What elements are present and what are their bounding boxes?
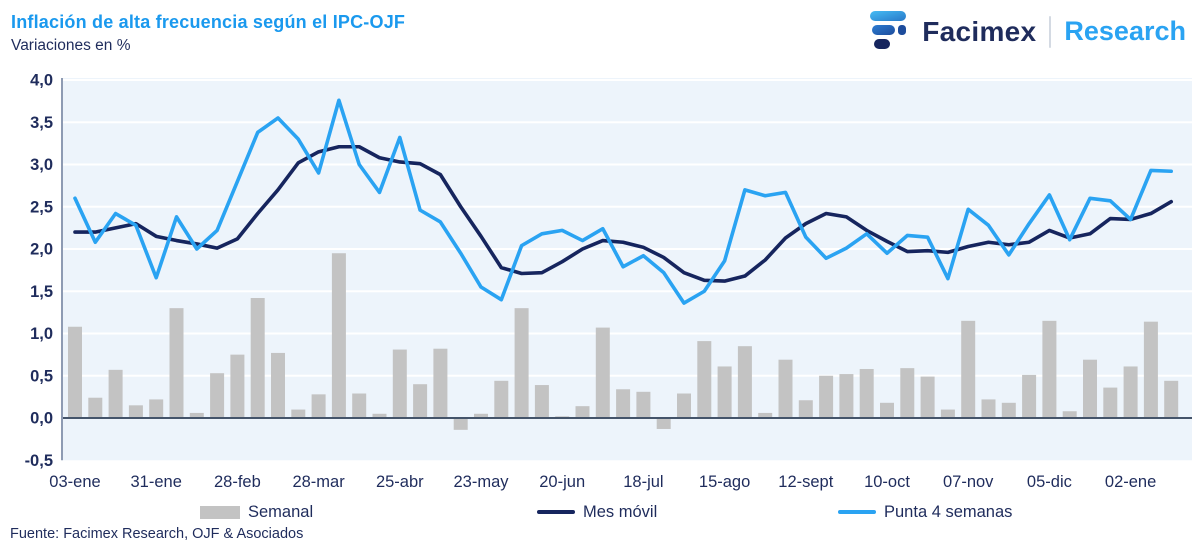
x-tick-label: 18-jul bbox=[623, 473, 663, 491]
bar-semanal bbox=[900, 368, 915, 418]
bar-semanal bbox=[961, 320, 976, 418]
bar-semanal bbox=[880, 402, 894, 418]
bar-semanal bbox=[920, 376, 935, 418]
bar-semanal bbox=[1042, 320, 1057, 418]
bar-semanal bbox=[372, 413, 387, 418]
x-tick-label: 28-mar bbox=[292, 473, 345, 491]
legend-swatch-bar bbox=[200, 505, 240, 519]
x-tick-label: 05-dic bbox=[1027, 473, 1072, 491]
logo-brand-text: Facimex bbox=[922, 15, 1037, 47]
bar-semanal bbox=[616, 389, 631, 418]
inflation-chart: 4,0 3,5 3,0 2,5 2,0 1,5 1,0 0,5 0,0 -0,5 03-ene 31-… bbox=[25, 72, 1192, 491]
facimex-logo: Facimex Research bbox=[867, 8, 1186, 55]
bar-semanal bbox=[453, 418, 468, 430]
y-tick-label: 0,0 bbox=[30, 410, 53, 428]
bar-semanal bbox=[819, 375, 834, 418]
legend-item-punta-4-semanas: Punta 4 semanas bbox=[838, 501, 1012, 523]
x-tick-label: 25-abr bbox=[376, 473, 424, 491]
bar-semanal bbox=[1001, 402, 1016, 418]
bar-semanal bbox=[108, 369, 123, 418]
chart-legend: Semanal Mes móvil Punta 4 semanas bbox=[0, 501, 1200, 523]
bar-semanal bbox=[88, 397, 103, 418]
bar-semanal bbox=[636, 391, 651, 418]
x-tick-label: 20-jun bbox=[539, 473, 585, 491]
bar-semanal bbox=[1062, 411, 1077, 418]
bar-semanal bbox=[169, 308, 184, 418]
bar-semanal bbox=[940, 409, 955, 418]
bar-semanal bbox=[494, 380, 509, 418]
bar-semanal bbox=[392, 349, 407, 418]
x-tick-label: 15-ago bbox=[699, 473, 750, 491]
bar-semanal bbox=[778, 359, 793, 418]
page-title: Inflación de alta frecuencia según el IP… bbox=[11, 12, 406, 32]
bar-semanal bbox=[859, 368, 874, 418]
bar-semanal bbox=[291, 409, 306, 418]
bar-semanal bbox=[1022, 374, 1037, 418]
bar-semanal bbox=[352, 393, 367, 418]
legend-item-mes-movil: Mes móvil bbox=[537, 501, 657, 523]
bar-semanal bbox=[311, 394, 326, 418]
logo-research-text: Research bbox=[1064, 16, 1186, 46]
legend-label: Punta 4 semanas bbox=[884, 502, 1013, 521]
bar-semanal bbox=[1164, 380, 1179, 418]
bar-semanal bbox=[250, 298, 265, 418]
legend-label: Mes móvil bbox=[583, 502, 658, 521]
x-tick-label: 31-ene bbox=[131, 473, 182, 491]
bar-semanal bbox=[758, 412, 773, 418]
bar-semanal bbox=[433, 348, 448, 418]
bar-semanal bbox=[68, 326, 82, 418]
bar-semanal bbox=[1103, 387, 1118, 418]
bar-semanal bbox=[1083, 359, 1097, 418]
bar-semanal bbox=[474, 413, 488, 418]
bar-semanal bbox=[595, 327, 610, 418]
x-tick-label: 02-ene bbox=[1105, 473, 1156, 491]
bar-semanal bbox=[514, 308, 529, 418]
x-tick-label: 07-nov bbox=[943, 473, 994, 491]
bar-semanal bbox=[697, 341, 712, 418]
x-tick-label: 03-ene bbox=[49, 473, 100, 491]
y-tick-label: 2,0 bbox=[30, 241, 53, 259]
bar-semanal bbox=[1143, 321, 1158, 418]
line-punta-4-semanas bbox=[73, 98, 1173, 305]
bar-semanal bbox=[737, 346, 752, 418]
legend-item-semanal: Semanal bbox=[200, 501, 313, 523]
logo-divider bbox=[1049, 15, 1052, 48]
line-mes-movil bbox=[73, 144, 1173, 283]
chart-subtitle: Variaciones en % bbox=[11, 37, 131, 54]
bar-semanal bbox=[189, 412, 204, 418]
x-tick-label: 12-sept bbox=[778, 473, 833, 491]
legend-swatch-line-navy bbox=[537, 510, 575, 514]
facimex-logo-icon bbox=[870, 11, 907, 49]
y-tick-label: 1,0 bbox=[30, 325, 53, 343]
bar-semanal bbox=[1123, 366, 1138, 418]
x-tick-label: 10-oct bbox=[864, 473, 910, 491]
x-tick-label: 28-feb bbox=[214, 473, 261, 491]
y-tick-label: 1,5 bbox=[30, 283, 53, 301]
source-note: Fuente: Facimex Research, OJF & Asociado… bbox=[10, 526, 304, 542]
bar-semanal bbox=[210, 373, 225, 418]
bar-semanal bbox=[149, 399, 164, 418]
bar-semanal bbox=[331, 253, 346, 418]
bar-semanal bbox=[981, 399, 996, 418]
y-tick-label: 0,5 bbox=[30, 367, 53, 385]
legend-swatch-line-blue bbox=[838, 510, 876, 514]
x-tick-label: 23-may bbox=[453, 473, 509, 491]
bar-semanal bbox=[534, 385, 549, 418]
bar-semanal bbox=[128, 405, 143, 418]
bar-semanal bbox=[677, 393, 691, 418]
bar-semanal bbox=[839, 374, 854, 418]
y-tick-label: -0,5 bbox=[25, 452, 53, 470]
bar-semanal bbox=[271, 352, 285, 418]
bar-semanal bbox=[717, 366, 732, 418]
y-tick-label: 3,0 bbox=[30, 156, 53, 174]
bar-semanal bbox=[656, 418, 671, 429]
bar-semanal bbox=[798, 400, 813, 418]
bar-semanal bbox=[230, 354, 245, 418]
y-tick-label: 4,0 bbox=[30, 72, 53, 90]
y-tick-label: 3,5 bbox=[30, 114, 53, 132]
y-tick-label: 2,5 bbox=[30, 198, 53, 216]
bar-semanal bbox=[413, 384, 428, 418]
legend-label: Semanal bbox=[248, 502, 314, 521]
bar-semanal bbox=[575, 406, 590, 418]
